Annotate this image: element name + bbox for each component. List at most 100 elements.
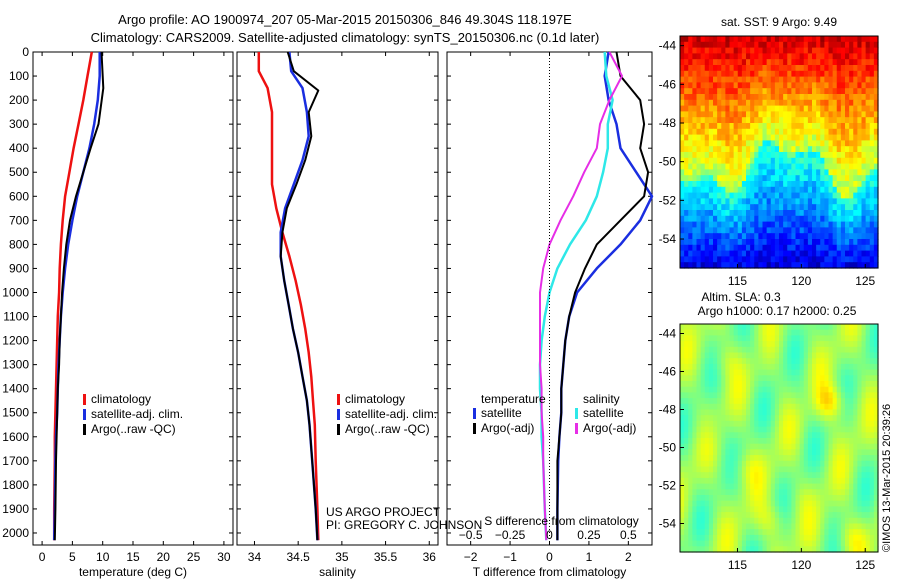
sst-map-cell <box>832 256 838 263</box>
sla-map-cell <box>873 420 879 428</box>
sst-map-cell <box>733 134 739 141</box>
sla-map-cell <box>873 443 879 450</box>
sla-map-cell <box>840 460 846 468</box>
sst-map-cell <box>737 233 743 240</box>
sla-map-cell <box>733 415 739 422</box>
sst-map-cell <box>869 128 875 136</box>
sla-map-cell <box>840 358 846 365</box>
sst-map-cell <box>704 169 710 176</box>
sst-map-cell <box>816 123 821 130</box>
sst-map-cell <box>717 250 722 257</box>
sla-map-cell <box>836 466 842 473</box>
sla-map-cell <box>783 346 788 354</box>
sst-map-cell <box>820 227 825 234</box>
sla-map-cell <box>762 512 768 519</box>
sst-map-cell <box>828 152 834 159</box>
sla-map-cell <box>803 489 809 496</box>
sst-map-cell <box>729 233 735 240</box>
sla-map-cell <box>696 386 702 393</box>
sst-map-cell <box>783 157 788 165</box>
sla-map-cell <box>688 517 693 525</box>
sla-map-cell <box>873 534 879 542</box>
sst-map-cell <box>737 82 743 89</box>
sla-map-cell <box>754 324 759 331</box>
sla-map-cell <box>774 358 780 365</box>
sla-map-cell <box>774 489 780 496</box>
sst-map-cell <box>820 256 825 263</box>
sst-map-cell <box>766 111 772 118</box>
sla-map-cell <box>799 346 805 354</box>
sst-map-cell <box>721 88 726 95</box>
sla-map-cell <box>737 483 743 490</box>
sla-map-cell <box>779 523 784 530</box>
sst-map-cell <box>774 250 780 257</box>
sst-map-cell <box>861 88 867 95</box>
sla-map-cell <box>799 495 805 502</box>
sla-map-cell <box>787 426 792 433</box>
sla-map-cell <box>741 483 747 490</box>
sst-map-cell <box>692 140 698 147</box>
sst-map-cell <box>729 215 735 223</box>
sst-map-cell <box>774 221 780 228</box>
sst-map-cell <box>692 47 698 54</box>
sla-map-cell <box>799 455 805 462</box>
sla-map-cell <box>812 346 817 354</box>
sla-map-cell <box>845 477 850 485</box>
sla-map-cell <box>873 540 879 547</box>
sla-map-cell <box>849 483 854 490</box>
sla-map-cell <box>861 477 867 485</box>
sst-map-cell <box>849 65 854 72</box>
sla-map-cell <box>853 329 858 336</box>
sst-map-cell <box>729 210 735 217</box>
sst-map-cell <box>688 250 693 257</box>
sst-map-cell <box>779 192 784 199</box>
sla-map-cell <box>849 512 854 519</box>
sla-map-cell <box>758 420 764 428</box>
sla-map-cell <box>717 392 722 399</box>
sst-map-cell <box>853 117 858 124</box>
sla-map-cell <box>729 329 735 336</box>
sla-map-cell <box>770 369 776 376</box>
sst-map-cell <box>824 76 830 83</box>
sla-map-cell <box>791 346 797 354</box>
sst-map-cell <box>770 134 776 141</box>
sst-map-cell <box>865 117 871 124</box>
sst-map-cell <box>766 152 772 159</box>
sst-map-cell <box>774 111 780 118</box>
sla-map-cell <box>684 386 689 393</box>
sla-map-cell <box>754 443 759 450</box>
sst-map-cell <box>746 192 751 199</box>
sla-map-cell <box>779 432 784 439</box>
sst-map-cell <box>774 198 780 205</box>
sst-map-cell <box>873 99 879 107</box>
sst-map-cell <box>741 146 747 153</box>
sla-map-cell <box>713 363 718 371</box>
sla-map-cell <box>725 477 731 485</box>
sst-map-cell <box>779 70 784 78</box>
sla-map-cell <box>708 386 714 393</box>
sla-map-cell <box>684 363 689 371</box>
sst-map-cell <box>807 111 813 118</box>
sst-map-cell <box>824 233 830 240</box>
sla-map-cell <box>787 403 792 411</box>
sla-map-cell <box>704 420 710 428</box>
sst-map-cell <box>737 204 743 211</box>
sst-map-cell <box>746 146 751 153</box>
sst-map-cell <box>692 204 698 211</box>
sst-map-cell <box>873 152 879 159</box>
sst-map-cell <box>832 210 838 217</box>
sla-map-cell <box>688 324 693 331</box>
sla-map-cell <box>774 449 780 456</box>
sst-map-cell <box>770 117 776 124</box>
sst-map-cell <box>857 169 863 176</box>
sla-map-cell <box>803 506 809 513</box>
sla-map-cell <box>791 381 797 388</box>
sst-map-cell <box>807 256 813 263</box>
sst-map-cell <box>783 47 788 54</box>
sst-map-cell <box>840 105 846 112</box>
sla-map-cell <box>717 403 722 411</box>
sst-map-cell <box>750 169 755 176</box>
sst-map-cell <box>741 53 747 60</box>
sla-map-cell <box>783 415 788 422</box>
sst-map-cell <box>816 128 821 136</box>
